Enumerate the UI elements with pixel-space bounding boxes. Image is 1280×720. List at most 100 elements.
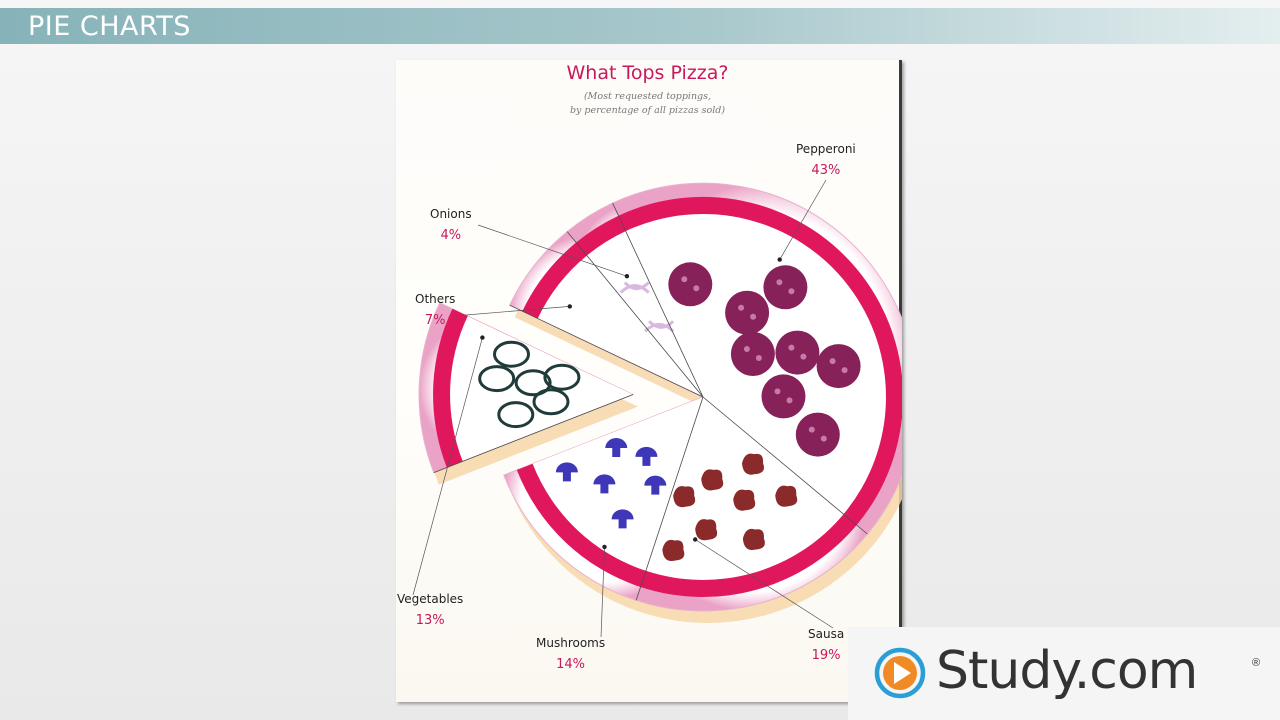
slice-label-pepperoni: Pepperoni 43% bbox=[796, 139, 856, 181]
slice-name-sausage: Sausa bbox=[808, 627, 845, 641]
pepperoni-spot-2 bbox=[738, 304, 745, 311]
pepperoni-spot-b-8 bbox=[820, 435, 827, 442]
pie-toppings bbox=[478, 262, 861, 562]
vegetable-ring-4 bbox=[478, 365, 516, 393]
slice-sausa bbox=[645, 397, 844, 580]
sausage-8 bbox=[662, 539, 685, 562]
divider-mushrooms bbox=[635, 396, 704, 601]
pie-leader-lines bbox=[412, 179, 834, 638]
slice-value-pepperoni: 43% bbox=[811, 163, 841, 178]
pepperoni-spot-5 bbox=[788, 344, 795, 351]
divider-vegetables bbox=[433, 394, 634, 473]
pepperoni-spot-b-4 bbox=[755, 355, 762, 361]
pepperoni-spot-b-6 bbox=[841, 367, 848, 374]
leader-dot-onions bbox=[624, 274, 630, 279]
chart-subtitle-line-1: (Most requested toppings, bbox=[583, 91, 712, 102]
pepperoni-spot-7 bbox=[774, 388, 781, 395]
slice-label-others: Others 7% bbox=[415, 289, 455, 331]
pepperoni-5 bbox=[775, 330, 820, 375]
sausage-7 bbox=[673, 486, 696, 508]
slice-value-vegetables: 13% bbox=[415, 613, 445, 628]
slide-header-bar: PIE CHARTS bbox=[0, 8, 1280, 44]
sausage-3 bbox=[733, 489, 756, 511]
pepperoni-4 bbox=[730, 332, 775, 376]
pepperoni-spot-b-1 bbox=[693, 285, 700, 292]
leader-dot-sausage bbox=[693, 537, 698, 542]
sausage-2 bbox=[775, 485, 798, 507]
mushroom-3 bbox=[635, 446, 658, 466]
slice-label-vegetables: Vegetables 13% bbox=[397, 589, 463, 631]
pepperoni-1 bbox=[668, 262, 713, 307]
divider-sausa bbox=[702, 396, 868, 535]
pepperoni-7 bbox=[761, 374, 806, 419]
leader-others bbox=[453, 306, 570, 317]
slice-value-mushrooms: 14% bbox=[556, 657, 586, 672]
pepperoni-spot-b-7 bbox=[786, 397, 793, 404]
pizza-chart-card: What Tops Pizza? (Most requested topping… bbox=[396, 60, 902, 702]
pepperoni-spot-3 bbox=[776, 279, 783, 286]
sausage-4 bbox=[742, 528, 765, 551]
mushroom-4 bbox=[593, 474, 616, 494]
brand-wordmark: Study.com bbox=[936, 641, 1198, 701]
sausage-1 bbox=[742, 453, 765, 475]
pepperoni-spot-b-5 bbox=[800, 353, 807, 360]
leader-sausage bbox=[695, 539, 834, 629]
slice-name-pepperoni: Pepperoni bbox=[796, 142, 856, 156]
slice-name-vegetables: Vegetables bbox=[397, 592, 464, 606]
chart-subtitle: (Most requested toppings, by percentage … bbox=[396, 90, 899, 118]
slice-name-mushrooms: Mushrooms bbox=[536, 636, 606, 650]
vegetable-ring-6 bbox=[493, 340, 530, 368]
pepperoni-spot-6 bbox=[829, 358, 836, 365]
mushroom-1 bbox=[644, 475, 667, 495]
slice-name-onions: Onions bbox=[430, 207, 472, 221]
pepperoni-spot-b-2 bbox=[750, 313, 757, 320]
slice-label-mushrooms: Mushrooms 14% bbox=[536, 633, 605, 675]
slice-label-sausage: Sausa 19% bbox=[808, 624, 844, 666]
divider-pepperoni bbox=[612, 202, 704, 398]
pepperoni-2 bbox=[725, 290, 770, 335]
slice-value-others: 7% bbox=[424, 313, 446, 328]
pepperoni-spot-1 bbox=[681, 276, 688, 283]
divider-others bbox=[509, 304, 704, 398]
leader-dot-pepperoni bbox=[777, 257, 782, 262]
sausage-5 bbox=[701, 469, 724, 491]
pepperoni-3 bbox=[763, 265, 808, 310]
slide-title: PIE CHARTS bbox=[28, 11, 191, 42]
play-circle-icon bbox=[874, 647, 926, 699]
pizza-pie-chart bbox=[412, 179, 902, 638]
vegetable-ring-5 bbox=[543, 363, 581, 391]
pepperoni-spot-8 bbox=[808, 426, 815, 433]
vegetable-ring-3 bbox=[514, 369, 552, 397]
leader-vegetables bbox=[412, 337, 483, 596]
leader-pepperoni bbox=[779, 179, 827, 260]
slice-name-others: Others bbox=[415, 292, 456, 306]
leader-dot-others bbox=[567, 304, 572, 309]
pie-slice-dividers bbox=[433, 202, 868, 601]
divider-onions bbox=[566, 231, 704, 398]
slice-others bbox=[537, 255, 703, 397]
pie-cheese bbox=[450, 213, 886, 580]
leader-onions bbox=[477, 224, 628, 277]
mushroom-6 bbox=[555, 462, 578, 482]
leader-dot-mushrooms bbox=[602, 544, 607, 550]
slice-value-sausage: 19% bbox=[811, 648, 841, 663]
leader-mushrooms bbox=[600, 546, 605, 638]
sausage-6 bbox=[695, 519, 718, 541]
pepperoni-8 bbox=[795, 412, 840, 457]
pepperoni-6 bbox=[816, 344, 861, 389]
mushroom-2 bbox=[611, 509, 634, 529]
chart-subtitle-line-2: by percentage of all pizzas sold) bbox=[569, 105, 726, 116]
slice-value-onions: 4% bbox=[440, 228, 462, 243]
onion-2 bbox=[619, 281, 650, 294]
leader-dot-vegetables bbox=[480, 335, 485, 340]
slice-mushrooms bbox=[532, 397, 703, 571]
mushroom-5 bbox=[605, 438, 628, 458]
vegetable-ring-2 bbox=[497, 401, 535, 429]
chart-title: What Tops Pizza? bbox=[566, 62, 729, 84]
pepperoni-spot-4 bbox=[743, 346, 750, 352]
study-com-logo: Study.com ® bbox=[848, 627, 1280, 720]
pepperoni-spot-b-3 bbox=[788, 288, 795, 295]
vegetable-ring-1 bbox=[532, 388, 570, 416]
brand-registered-mark: ® bbox=[1252, 657, 1261, 669]
slice-label-onions: Onions 4% bbox=[430, 204, 472, 246]
